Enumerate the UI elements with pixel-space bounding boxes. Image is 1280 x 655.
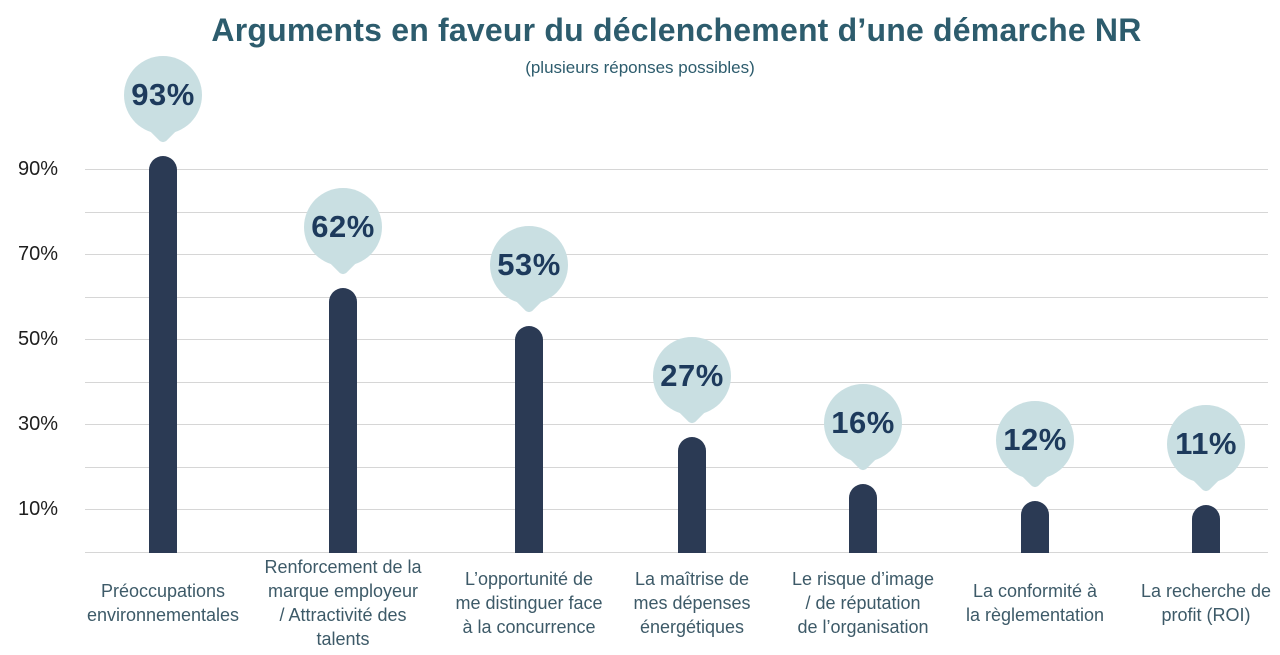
category-label-line: la règlementation bbox=[965, 605, 1105, 625]
y-axis-tick-label: 50% bbox=[17, 328, 58, 350]
category-label: La conformité à la règlementation bbox=[940, 554, 1130, 652]
bar bbox=[149, 156, 177, 553]
gridline bbox=[85, 466, 1268, 468]
category-label-line: me distinguer face bbox=[455, 593, 603, 613]
gridline bbox=[85, 424, 1268, 425]
gridline bbox=[85, 211, 1268, 213]
bar bbox=[329, 288, 357, 553]
balloon-tail bbox=[677, 396, 707, 425]
category-label: La maîtrise de mes dépenses énergétiques bbox=[597, 554, 787, 652]
category-label-line: La recherche de bbox=[1140, 581, 1272, 601]
value-label: 27% bbox=[660, 357, 724, 393]
category-label-line: marque employeur bbox=[267, 581, 419, 601]
category-label-line: de l’organisation bbox=[797, 617, 929, 637]
balloon-tail bbox=[1020, 460, 1050, 489]
gridline bbox=[85, 254, 1268, 255]
category-label-line: à la concurrence bbox=[462, 617, 596, 637]
value-label: 62% bbox=[311, 209, 375, 244]
bar bbox=[678, 436, 706, 553]
balloon-tail bbox=[514, 286, 544, 315]
value-label: 12% bbox=[1003, 421, 1067, 457]
value-label: 11% bbox=[1175, 425, 1237, 461]
category-label-line: énergétiques bbox=[639, 617, 745, 637]
category-label: Renforcement de la marque employeur / Attr… bbox=[248, 554, 438, 652]
bar bbox=[849, 483, 877, 553]
category-label-line: profit (ROI) bbox=[1161, 605, 1251, 625]
category-label-line: mes dépenses bbox=[633, 593, 751, 613]
bar bbox=[515, 326, 543, 553]
bar bbox=[1192, 504, 1220, 553]
value-balloon: 11% bbox=[1167, 404, 1245, 493]
category-label-line: Préoccupations bbox=[100, 581, 226, 601]
category-label-line: L’opportunité de bbox=[464, 569, 594, 589]
value-label: 16% bbox=[831, 404, 895, 440]
y-axis-tick-label: 10% bbox=[17, 498, 58, 520]
chart-title: Arguments en faveur du déclenchement d’u… bbox=[211, 12, 1142, 48]
value-balloon: 62% bbox=[304, 188, 382, 277]
gridline bbox=[85, 551, 1268, 553]
category-label-line: talents bbox=[316, 629, 370, 649]
chart-subtitle: (plusieurs réponses possibles) bbox=[525, 58, 755, 77]
y-axis-tick-label: 30% bbox=[17, 413, 58, 435]
category-label: L’opportunité de me distinguer face à la c… bbox=[434, 554, 624, 652]
category-label-line: La maîtrise de bbox=[634, 569, 750, 589]
balloon-tail bbox=[328, 247, 358, 277]
value-label: 93% bbox=[131, 77, 195, 113]
balloon-tail bbox=[1191, 464, 1221, 493]
category-label-line: / Attractivité des bbox=[279, 605, 407, 625]
value-balloon: 27% bbox=[653, 336, 731, 425]
category-label: Préoccupations environnementales bbox=[68, 554, 258, 652]
category-label-line: Le risque d’image bbox=[791, 569, 935, 589]
category-label-line: environnementales bbox=[86, 605, 240, 625]
y-axis-tick-label: 70% bbox=[17, 243, 58, 265]
category-label-line: / de réputation bbox=[805, 593, 921, 613]
balloon-tail bbox=[148, 116, 178, 145]
value-balloon: 16% bbox=[824, 383, 902, 472]
category-label: Le risque d’image / de réputation de l’org… bbox=[768, 554, 958, 652]
category-label: La recherche de profit (ROI) bbox=[1111, 554, 1280, 652]
category-label-line: Renforcement de la bbox=[264, 557, 422, 577]
value-balloon: 53% bbox=[490, 226, 568, 315]
gridline bbox=[85, 296, 1268, 298]
value-label: 53% bbox=[497, 247, 561, 283]
bar bbox=[1021, 500, 1049, 553]
gridline bbox=[85, 509, 1268, 510]
value-balloon: 12% bbox=[996, 400, 1074, 489]
gridline bbox=[85, 169, 1268, 170]
y-axis-tick-label: 90% bbox=[17, 158, 58, 180]
category-label-line: La conformité à bbox=[972, 581, 1098, 601]
value-balloon: 93% bbox=[124, 56, 202, 145]
